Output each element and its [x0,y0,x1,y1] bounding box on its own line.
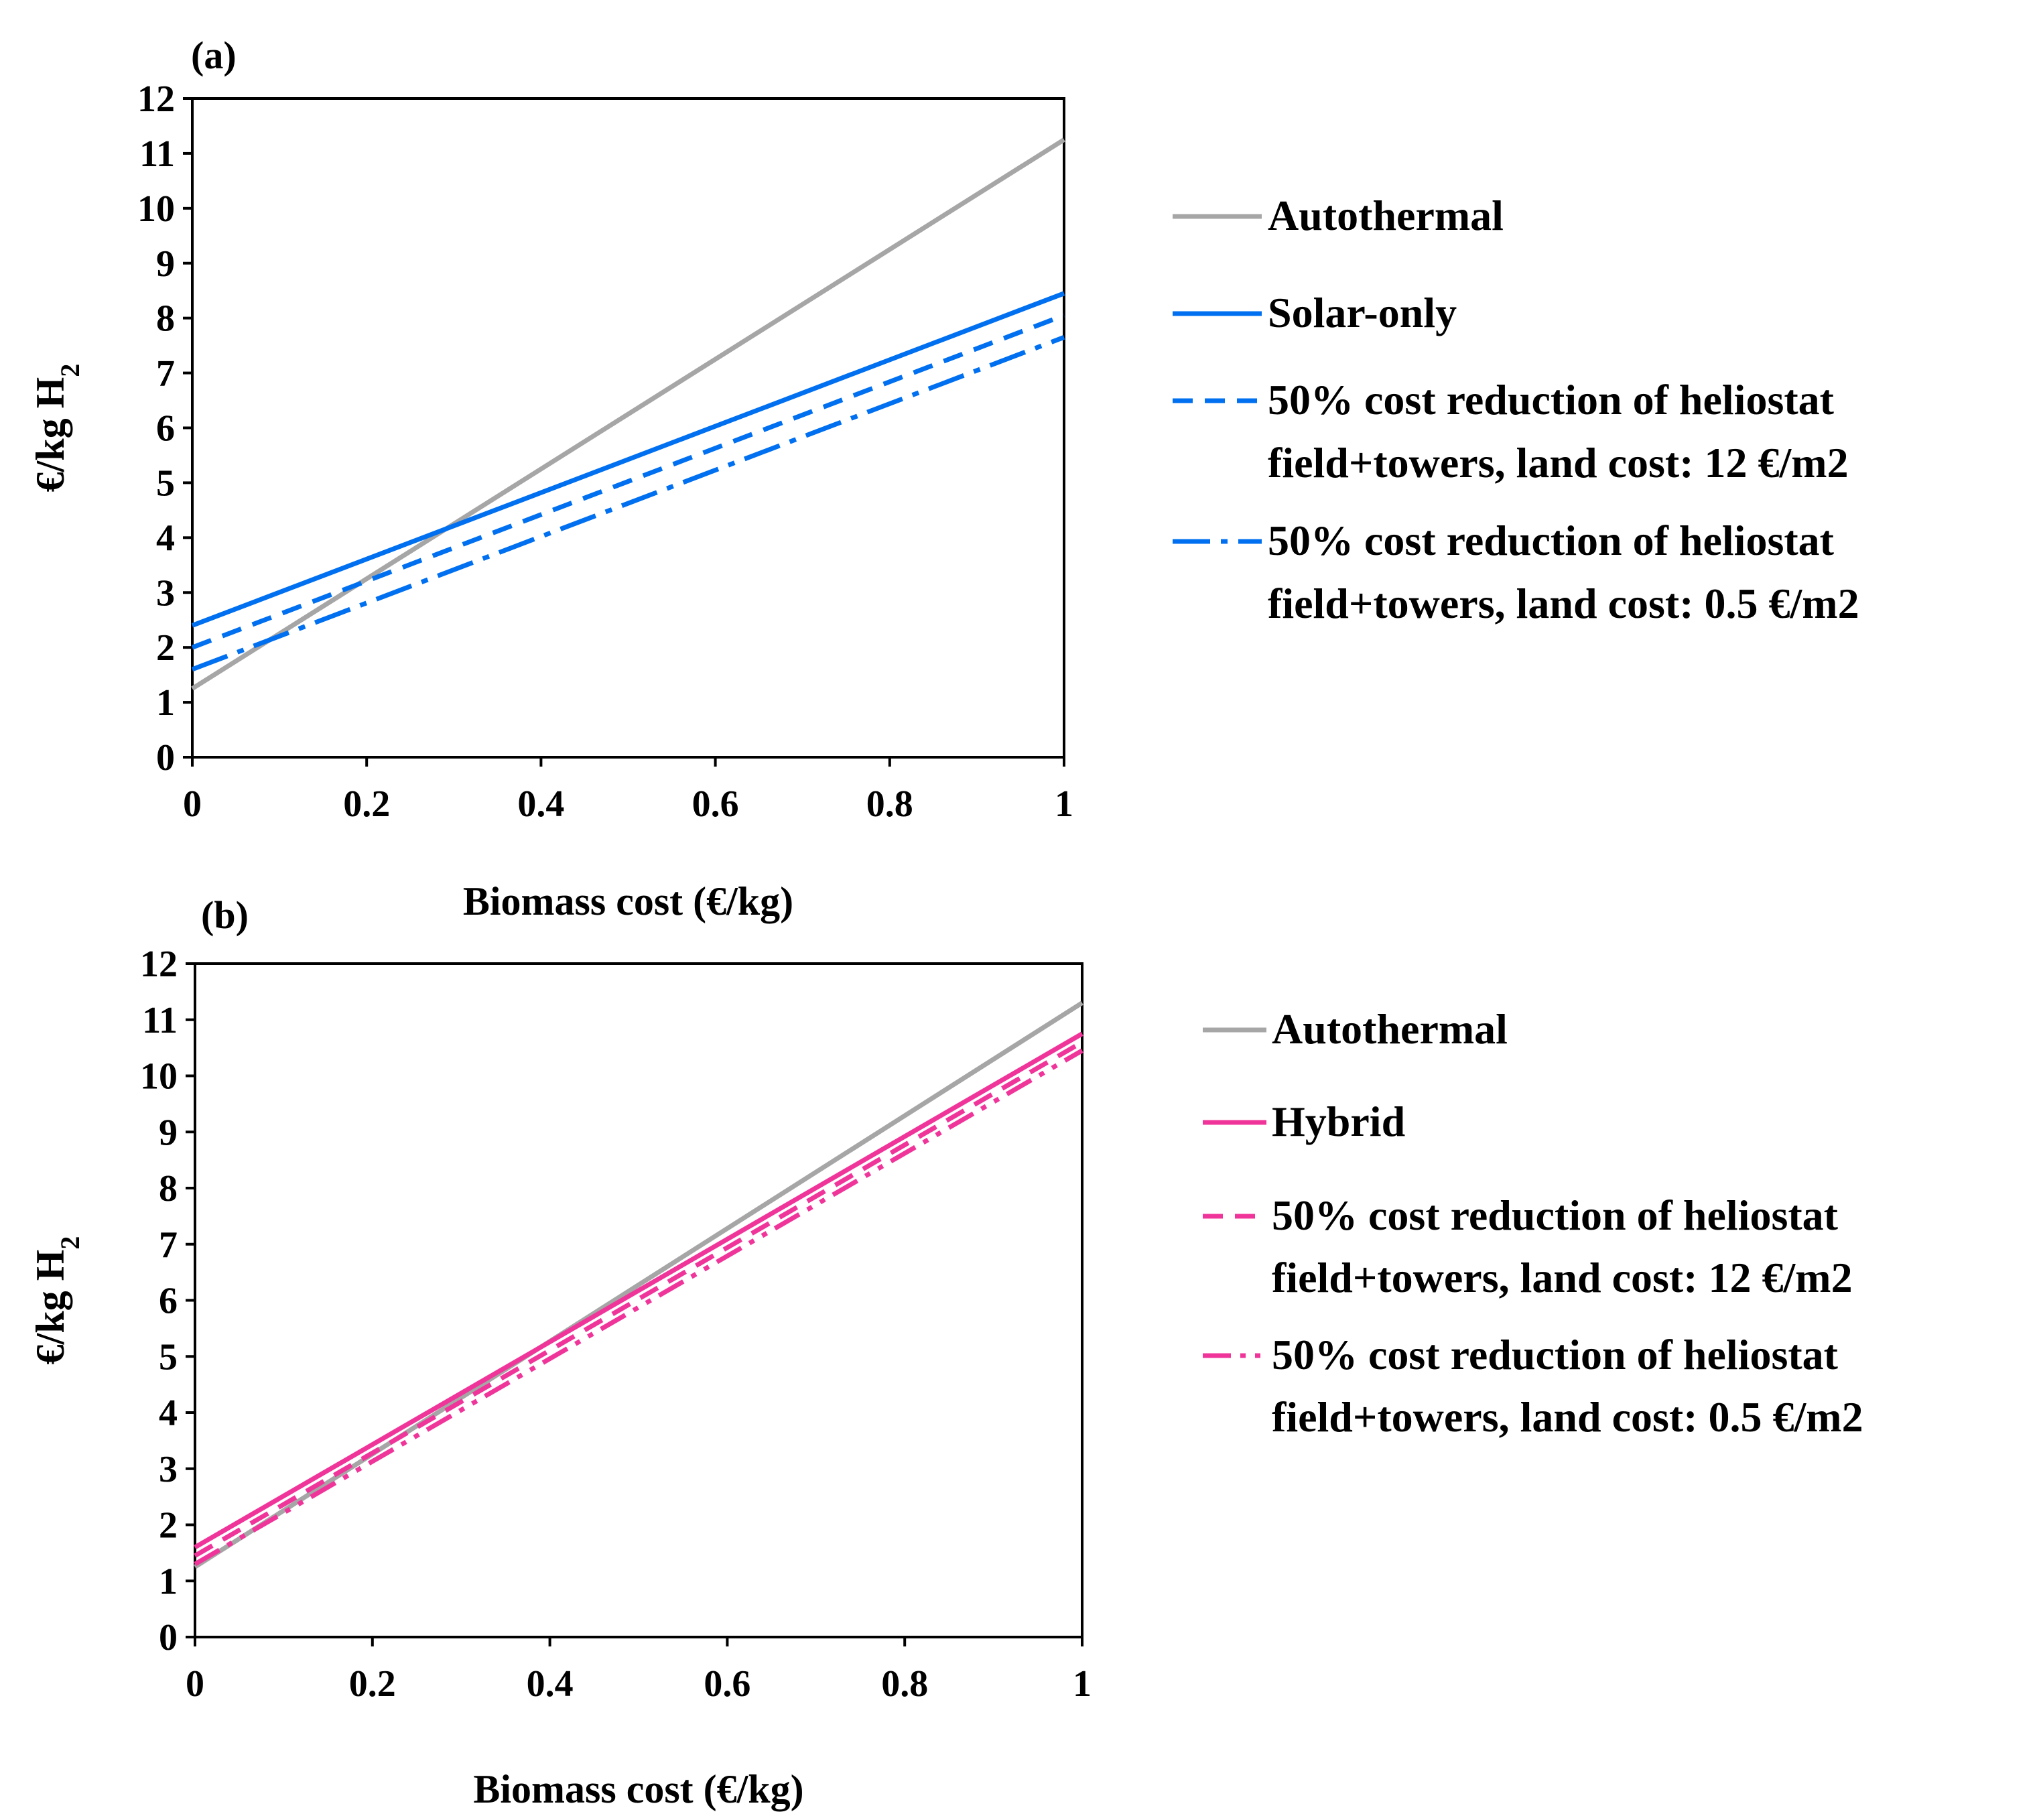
panel-label: (a) [191,34,237,77]
y-axis-title-main: €/kg H [28,377,72,493]
series-line-2 [191,313,1065,650]
x-tick-label: 1 [1055,783,1073,825]
y-tick-label: 1 [156,682,175,724]
legend-label: 50% cost reduction of heliostat [1268,376,1835,424]
y-tick-label: 9 [156,243,175,285]
y-tick-label: 1 [159,1561,178,1602]
series-line-0 [194,1000,1083,1569]
y-tick-label: 7 [159,1224,178,1266]
y-tick-label: 7 [156,353,175,395]
x-tick-label: 0.4 [527,1663,574,1705]
y-tick-label: 4 [159,1392,178,1434]
legend-label: 50% cost reduction of heliostat [1272,1331,1839,1378]
y-tick-label: 2 [156,627,175,669]
series-line-3 [194,1048,1083,1567]
y-tick-label: 3 [159,1449,178,1490]
y-axis-title-main: €/kg H [28,1250,72,1365]
legend-label: Autothermal [1272,1005,1508,1053]
legend-label: Autothermal [1268,192,1504,239]
y-axis-title: €/kg H2 [28,1236,85,1365]
x-tick-label: 0.2 [343,783,390,825]
series-line-1 [191,291,1065,628]
y-tick-label: 12 [140,944,178,985]
y-tick-label: 3 [156,572,175,614]
y-tick-label: 11 [139,133,175,175]
legend-label: Solar-only [1268,289,1457,336]
y-tick-label: 11 [142,1000,178,1041]
y-tick-label: 2 [159,1505,178,1547]
x-tick-label: 0.6 [692,783,739,825]
series-line-2 [194,1040,1083,1558]
y-tick-label: 10 [140,1056,178,1098]
series-line-3 [191,335,1065,672]
y-tick-label: 12 [137,78,175,120]
y-tick-label: 6 [156,408,175,450]
x-axis-title: Biomass cost (€/kg) [463,879,793,923]
series-line-0 [191,137,1065,691]
y-tick-label: 10 [137,188,175,230]
y-tick-label: 6 [159,1281,178,1322]
x-tick-label: 0.2 [349,1663,396,1705]
x-tick-label: 0.4 [517,783,564,825]
legend-label: Hybrid [1272,1098,1405,1145]
y-axis-title-subscript: 2 [55,364,85,377]
y-tick-label: 0 [159,1617,178,1659]
y-tick-label: 5 [156,462,175,504]
legend-label: 50% cost reduction of heliostat [1268,517,1835,564]
plot-frame [191,97,1065,759]
x-tick-label: 0 [183,783,202,825]
legend-label: 50% cost reduction of heliostat [1272,1191,1839,1239]
legend-label: field+towers, land cost: 0.5 €/m2 [1268,580,1859,627]
legend-label: field+towers, land cost: 0.5 €/m2 [1272,1393,1863,1441]
x-tick-label: 1 [1073,1663,1092,1705]
y-axis-title: €/kg H2 [28,364,85,493]
y-tick-label: 8 [156,298,175,340]
x-axis-title: Biomass cost (€/kg) [473,1767,803,1811]
series-line-1 [194,1031,1083,1550]
plot-frame [194,962,1083,1638]
legend-label: field+towers, land cost: 12 €/m2 [1268,439,1849,486]
y-tick-label: 5 [159,1336,178,1378]
x-tick-label: 0.6 [704,1663,750,1705]
legend: Autothermal Hybrid 50% cost reduction of h… [1203,1005,1863,1441]
legend-label: field+towers, land cost: 12 €/m2 [1272,1254,1853,1301]
y-tick-label: 8 [159,1168,178,1210]
legend: Autothermal Solar-only 50% cost reduction … [1173,192,1859,627]
y-tick-label: 0 [156,737,175,779]
y-tick-label: 4 [156,517,175,559]
y-tick-label: 9 [159,1112,178,1153]
x-tick-label: 0.8 [881,1663,928,1705]
y-axis-title-subscript: 2 [55,1236,85,1250]
x-tick-label: 0.8 [866,783,913,825]
x-tick-label: 0 [186,1663,204,1705]
panel-label: (b) [201,893,249,937]
